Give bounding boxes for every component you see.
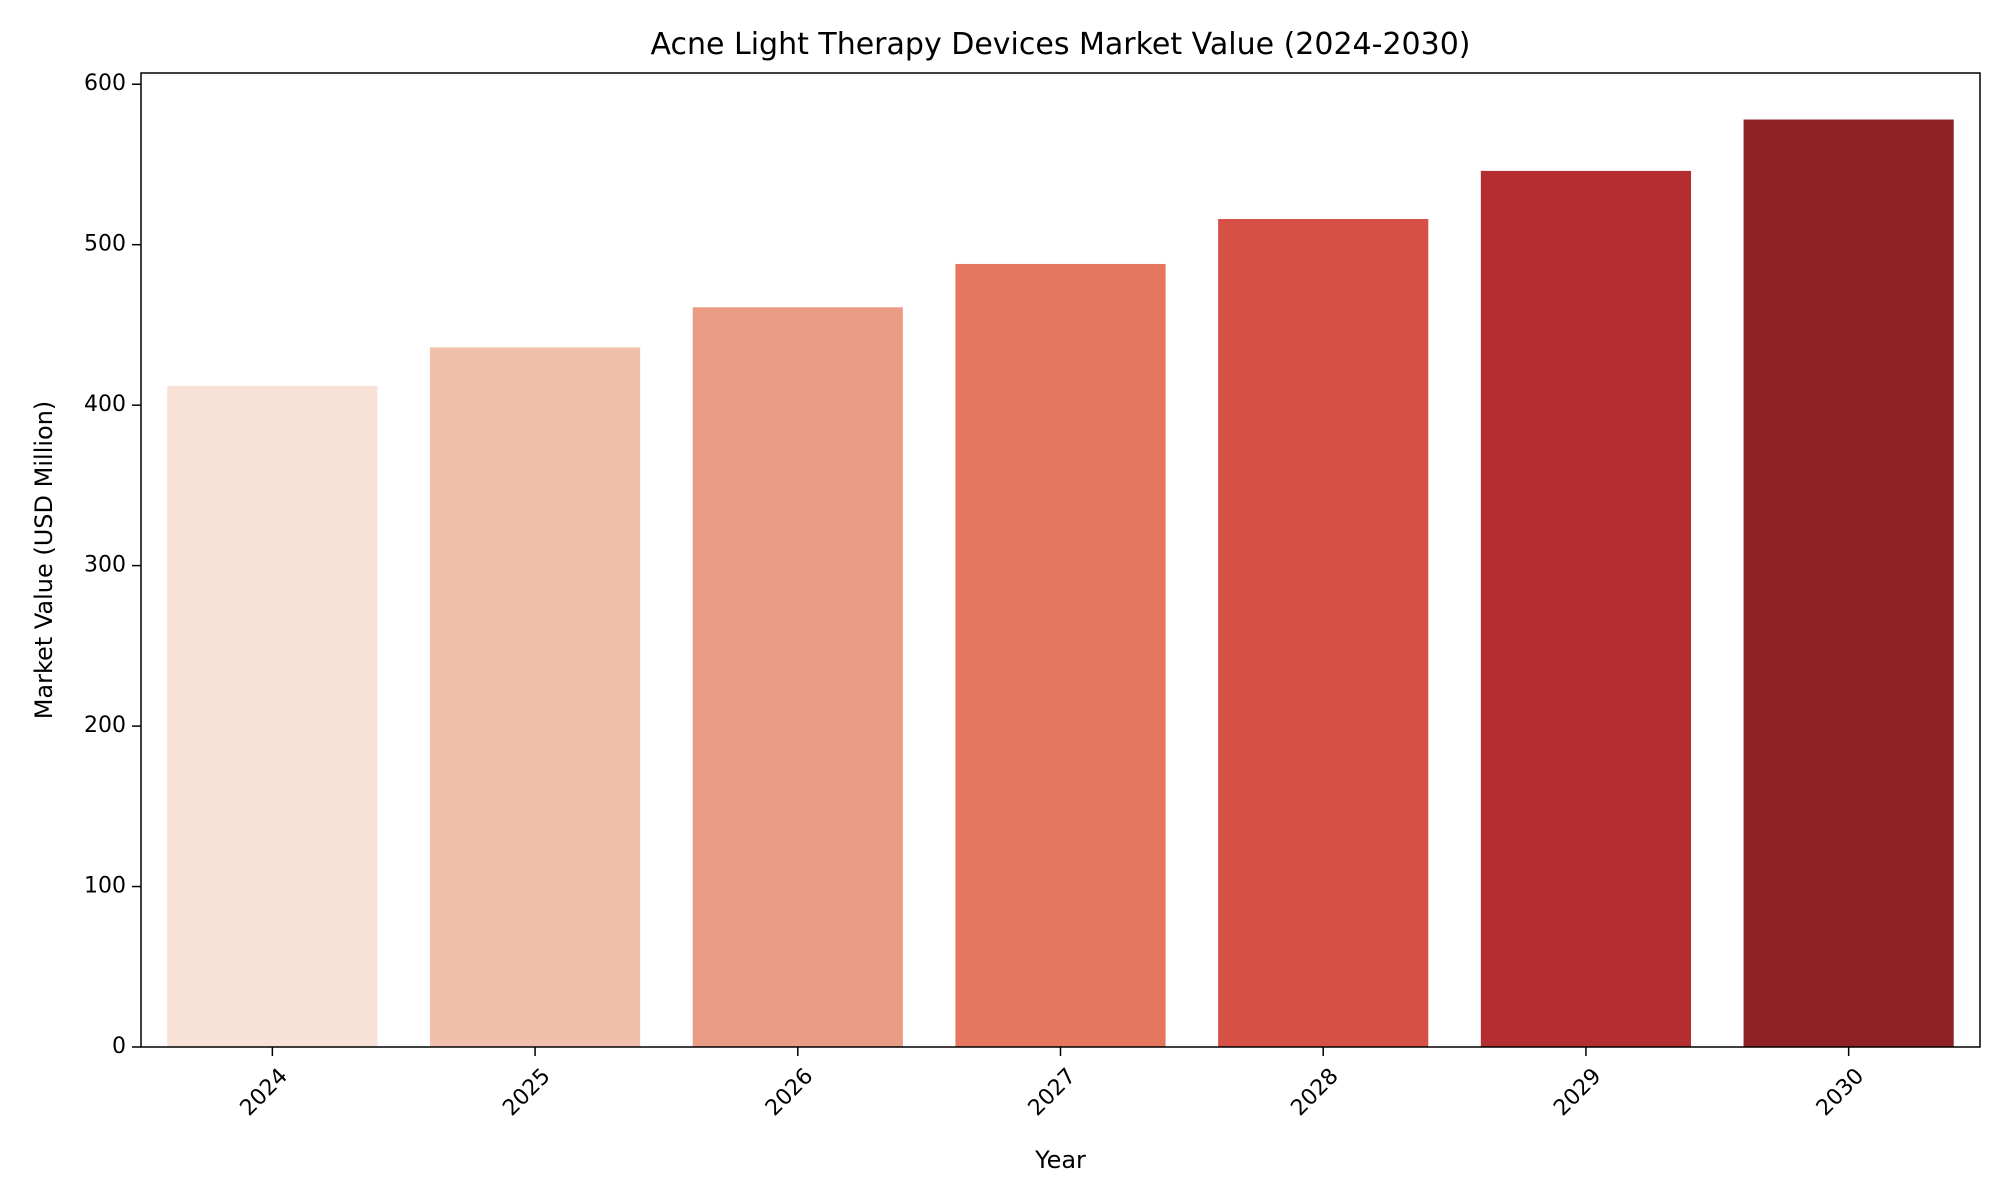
bar-2027 bbox=[955, 263, 1166, 1047]
bar-2029 bbox=[1480, 170, 1692, 1048]
y-tick-label-0: 0 bbox=[112, 1034, 126, 1059]
y-tick-label-500: 500 bbox=[84, 232, 126, 257]
bar-2025 bbox=[429, 347, 641, 1047]
bar-2024 bbox=[167, 385, 378, 1047]
y-tick-label-400: 400 bbox=[84, 392, 126, 417]
y-axis-label: Market Value (USD Million) bbox=[30, 401, 58, 720]
x-axis-label: Year bbox=[1034, 1146, 1086, 1174]
y-tick-label-300: 300 bbox=[84, 553, 126, 578]
bars-layer bbox=[167, 119, 1954, 1048]
y-axis: 0 100 200 300 400 500 600 bbox=[84, 71, 141, 1059]
bar-2030 bbox=[1743, 119, 1954, 1048]
bar-2026 bbox=[692, 307, 903, 1048]
bar-2028 bbox=[1218, 219, 1429, 1047]
y-tick-label-600: 600 bbox=[84, 71, 126, 96]
y-tick-label-200: 200 bbox=[84, 713, 126, 738]
chart-title: Acne Light Therapy Devices Market Value … bbox=[650, 27, 1470, 62]
y-tick-label-100: 100 bbox=[84, 874, 126, 899]
plot-frame bbox=[140, 72, 1981, 1048]
